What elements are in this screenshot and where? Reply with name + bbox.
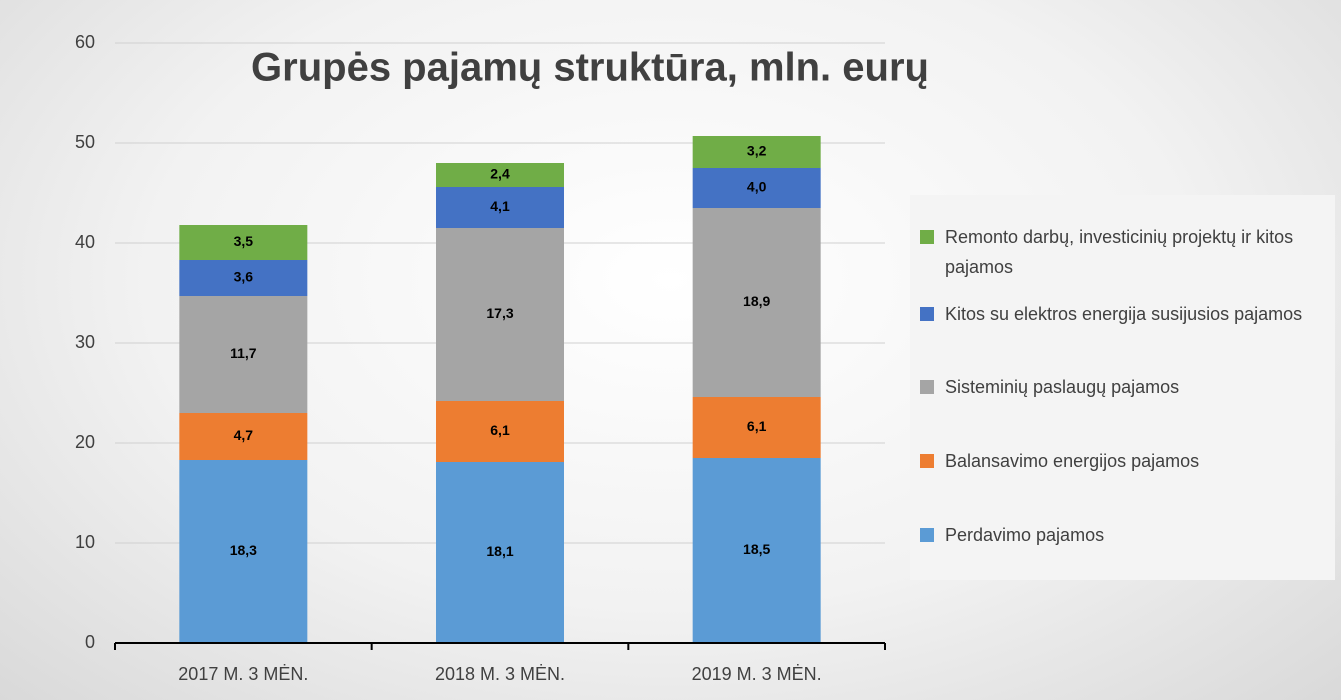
y-tick-label: 60 — [75, 32, 95, 52]
data-label: 6,1 — [747, 418, 767, 434]
legend-swatch — [920, 380, 934, 394]
data-label: 18,1 — [486, 543, 513, 559]
bar-segment — [692, 458, 821, 643]
bar-segment — [179, 296, 308, 413]
x-tick-label: 2017 M. 3 MĖN. — [178, 664, 308, 684]
data-label: 17,3 — [486, 305, 513, 321]
data-label: 4,7 — [234, 427, 254, 443]
bar-segment — [436, 163, 564, 187]
legend-entry: Kitos su elektros energija susijusios pa… — [920, 299, 1315, 329]
data-label: 18,3 — [230, 542, 257, 558]
data-label: 6,1 — [490, 422, 510, 438]
legend-swatch — [920, 454, 934, 468]
bar-segment — [692, 208, 821, 397]
y-tick-label: 50 — [75, 132, 95, 152]
legend-label: Balansavimo energijos pajamos — [945, 451, 1200, 471]
bar-segment — [692, 136, 821, 168]
data-label: 4,0 — [747, 179, 767, 195]
data-label: 18,9 — [743, 293, 770, 309]
y-tick-label: 40 — [75, 232, 95, 252]
data-label: 4,1 — [490, 198, 510, 214]
chart-title: Grupės pajamų struktūra, mln. eurų — [251, 46, 929, 90]
bar-segment — [692, 397, 821, 458]
y-tick-label: 0 — [85, 632, 95, 652]
bar-segment — [179, 260, 308, 296]
bar-segment — [179, 225, 308, 260]
data-label: 2,4 — [490, 166, 510, 182]
data-label: 3,2 — [747, 143, 767, 159]
legend-label: Perdavimo pajamos — [945, 525, 1105, 545]
x-tick-label: 2018 M. 3 MĖN. — [435, 664, 565, 684]
x-tick-label: 2019 M. 3 MĖN. — [692, 664, 822, 684]
bar-segment — [436, 228, 564, 401]
data-label: 11,7 — [230, 345, 257, 361]
bar-segment — [436, 187, 564, 228]
data-label: 18,5 — [743, 541, 770, 557]
y-tick-label: 20 — [75, 432, 95, 452]
bar-segment — [179, 413, 308, 460]
legend-entry: Remonto darbų, investicinių projektų ir … — [920, 222, 1315, 282]
legend: Remonto darbų, investicinių projektų ir … — [910, 195, 1335, 580]
legend-entry: Perdavimo pajamos — [920, 520, 1315, 550]
legend-swatch — [920, 528, 934, 542]
y-tick-label: 30 — [75, 332, 95, 352]
legend-swatch — [920, 230, 934, 244]
legend-label: Sisteminių paslaugų pajamos — [945, 377, 1180, 397]
legend-entry: Sisteminių paslaugų pajamos — [920, 372, 1315, 402]
data-label: 3,5 — [234, 233, 254, 249]
bar-segment — [436, 462, 564, 643]
bar-segment — [436, 401, 564, 462]
legend-swatch — [920, 307, 934, 321]
legend-label: Remonto darbų, investicinių projektų ir … — [945, 227, 1294, 277]
legend-label: Kitos su elektros energija susijusios pa… — [945, 304, 1303, 324]
legend-entry: Balansavimo energijos pajamos — [920, 446, 1315, 476]
bar-segment — [179, 460, 308, 643]
bar-segment — [692, 168, 821, 208]
data-label: 3,6 — [234, 269, 254, 285]
y-tick-label: 10 — [75, 532, 95, 552]
